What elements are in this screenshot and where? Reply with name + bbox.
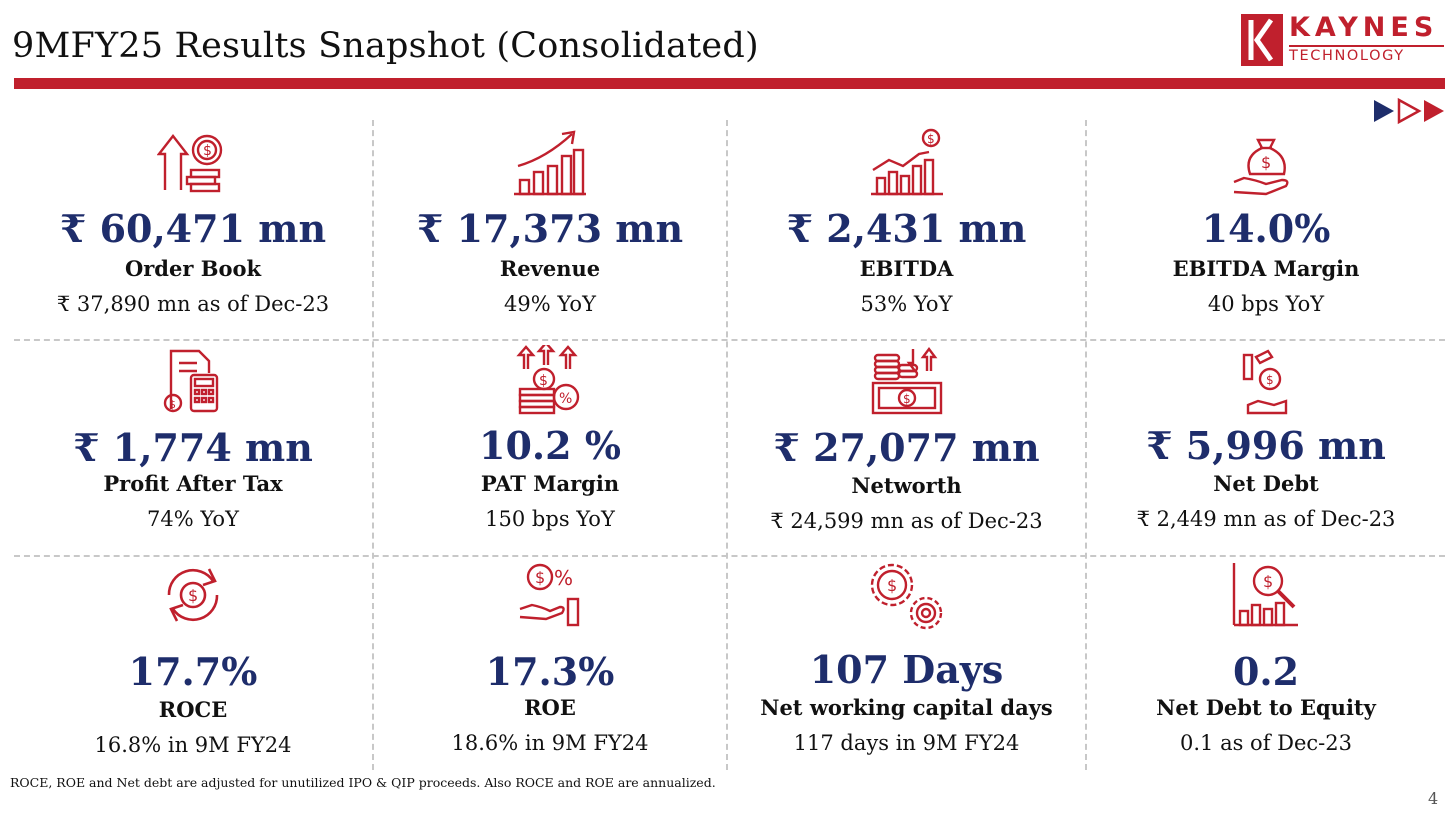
- metric-ebitda-margin: $ 14.0% EBITDA Margin 40 bps YoY: [1087, 120, 1445, 339]
- revenue-growth-icon: [514, 130, 586, 196]
- metrics-grid: $ ₹ 60,471 mn Order Book ₹ 37,890 mn as …: [14, 120, 1445, 770]
- svg-text:$: $: [927, 132, 935, 146]
- svg-text:$: $: [1263, 572, 1273, 591]
- money-bag-hand-icon: $: [1233, 138, 1289, 196]
- metric-label: ROE: [524, 695, 576, 720]
- metric-value: 10.2 %: [479, 423, 621, 468]
- metric-net-working-capital: $ 107 Days Net working capital days 117 …: [728, 557, 1085, 770]
- metric-value: ₹ 5,996 mn: [1146, 423, 1386, 468]
- logo-subtitle: TECHNOLOGY: [1289, 45, 1444, 64]
- metric-value: ₹ 2,431 mn: [786, 206, 1027, 251]
- metric-subtext: 18.6% in 9M FY24: [451, 731, 649, 755]
- ebitda-chart-icon: $: [870, 128, 943, 196]
- play-arrows-icon: [1372, 97, 1446, 125]
- metric-label: Networth: [851, 473, 962, 498]
- metric-subtext: 117 days in 9M FY24: [793, 731, 1020, 755]
- metric-value: 0.2: [1232, 649, 1300, 694]
- page-number: 4: [1428, 789, 1439, 808]
- svg-text:%: %: [559, 391, 572, 407]
- svg-text:$: $: [188, 586, 198, 605]
- metric-value: ₹ 27,077 mn: [773, 425, 1040, 470]
- gears-dollar-icon: $: [870, 563, 942, 630]
- svg-text:$: $: [1266, 373, 1274, 387]
- company-logo: KAYNES TECHNOLOGY: [1241, 12, 1446, 68]
- metric-roce: $ 17.7% ROCE 16.8% in 9M FY24: [14, 557, 372, 770]
- chart-magnifier-icon: $: [1232, 563, 1298, 627]
- metric-net-debt: $ ₹ 5,996 mn Net Debt ₹ 2,449 mn as of D…: [1087, 341, 1445, 555]
- metric-value: ₹ 17,373 mn: [416, 206, 684, 251]
- metric-label: ROCE: [158, 697, 228, 722]
- page-title: 9MFY25 Results Snapshot (Consolidated): [12, 26, 759, 66]
- header-divider: [14, 78, 1445, 89]
- svg-text:$: $: [535, 568, 545, 587]
- metric-label: Order Book: [124, 256, 262, 281]
- dollar-cycle-icon: $: [167, 568, 219, 622]
- metric-value: ₹ 1,774 mn: [73, 425, 313, 470]
- metric-label: Revenue: [499, 256, 601, 281]
- metric-subtext: ₹ 2,449 mn as of Dec-23: [1136, 507, 1396, 531]
- svg-text:$: $: [1261, 153, 1271, 172]
- metric-value: ₹ 60,471 mn: [59, 206, 327, 251]
- order-book-icon: $: [157, 134, 223, 193]
- cash-stack-icon: $: [871, 347, 942, 415]
- svg-text:$: $: [887, 576, 897, 595]
- metric-order-book: $ ₹ 60,471 mn Order Book ₹ 37,890 mn as …: [14, 120, 372, 339]
- metric-subtext: 74% YoY: [147, 507, 239, 531]
- metric-value: 17.7%: [128, 649, 258, 694]
- svg-text:$: $: [169, 398, 176, 411]
- svg-text:%: %: [554, 566, 573, 590]
- logo-name: KAYNES: [1289, 12, 1439, 43]
- metric-subtext: 40 bps YoY: [1207, 292, 1325, 316]
- metric-roe: $ % 17.3% ROE 18.6% in 9M FY24: [374, 557, 726, 770]
- metric-net-debt-to-equity: $ 0.2 Net Debt to Equity 0.1 as of Dec-2…: [1087, 557, 1445, 770]
- metric-revenue: ₹ 17,373 mn Revenue 49% YoY: [374, 120, 726, 339]
- metric-label: Profit After Tax: [103, 471, 283, 496]
- metric-subtext: 53% YoY: [860, 292, 953, 316]
- metric-label: PAT Margin: [480, 471, 620, 496]
- metric-value: 17.3%: [485, 649, 615, 694]
- dollar-percent-hand-icon: $ %: [519, 563, 580, 627]
- svg-text:$: $: [903, 392, 911, 406]
- metric-subtext: 150 bps YoY: [485, 507, 615, 531]
- metric-ebitda: $ ₹ 2,431 mn EBITDA 53% YoY: [728, 120, 1085, 339]
- coins-percent-icon: $ %: [516, 345, 580, 415]
- metric-profit-after-tax: $ ₹ 1,774 mn Profit After Tax 74% YoY: [14, 341, 372, 555]
- metric-subtext: 16.8% in 9M FY24: [94, 733, 292, 757]
- metric-label: EBITDA: [859, 256, 954, 281]
- svg-text:$: $: [539, 373, 548, 389]
- metric-networth: $ ₹ 27,077 mn Networth ₹ 24,599 mn as of…: [728, 341, 1085, 555]
- metric-subtext: ₹ 24,599 mn as of Dec-23: [770, 509, 1043, 533]
- metric-label: Net Debt to Equity: [1156, 695, 1376, 720]
- debt-hand-icon: $: [1242, 349, 1288, 415]
- footnote: ROCE, ROE and Net debt are adjusted for …: [10, 775, 716, 790]
- calculator-document-icon: $: [163, 349, 219, 413]
- metric-label: Net Debt: [1213, 471, 1319, 496]
- metric-label: EBITDA Margin: [1172, 256, 1360, 281]
- metric-subtext: 49% YoY: [504, 292, 596, 316]
- metric-pat-margin: $ % 10.2 % PAT Margin 150 bps YoY: [374, 341, 726, 555]
- metric-subtext: ₹ 37,890 mn as of Dec-23: [56, 292, 330, 316]
- metric-subtext: 0.1 as of Dec-23: [1180, 731, 1352, 755]
- svg-text:$: $: [203, 143, 212, 159]
- metric-label: Net working capital days: [760, 695, 1053, 720]
- logo-mark-icon: [1241, 14, 1283, 66]
- metric-value: 14.0%: [1201, 206, 1331, 251]
- metric-value: 107 Days: [809, 647, 1004, 692]
